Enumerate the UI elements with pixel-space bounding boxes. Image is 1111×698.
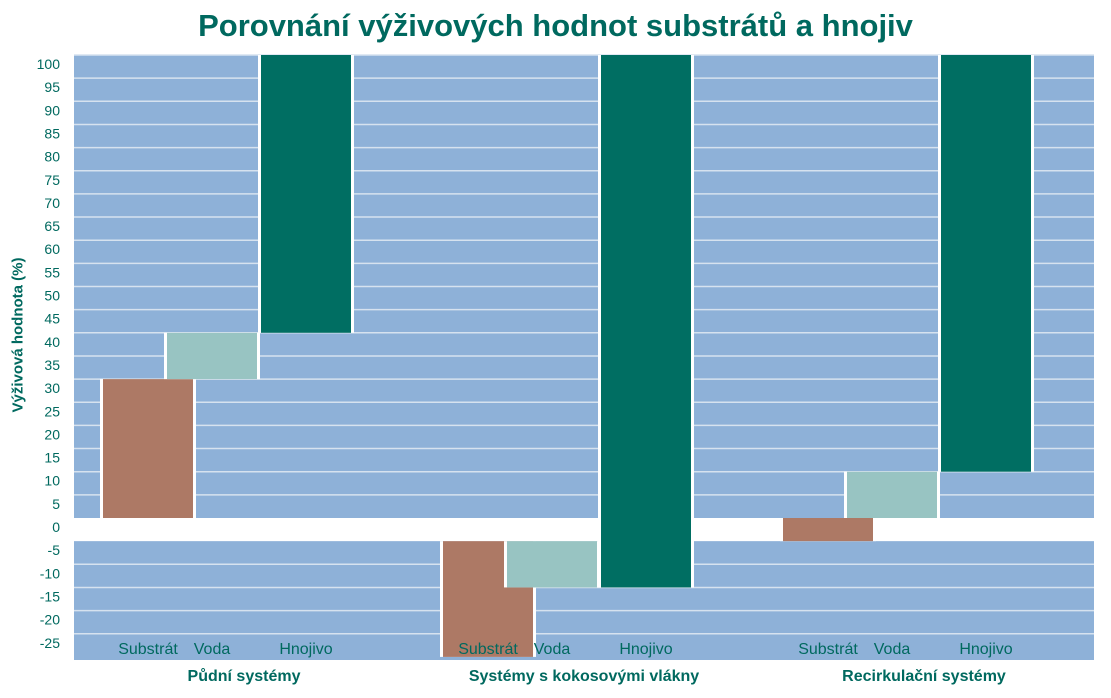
y-tick-label: 25 (44, 403, 60, 419)
bar-voda (847, 471, 937, 518)
y-tick-label: 100 (37, 56, 61, 72)
y-tick-label: -20 (40, 612, 60, 628)
y-tick-label: 60 (44, 241, 60, 257)
bar-voda (167, 332, 257, 380)
y-tick-label: 90 (44, 102, 60, 118)
category-label: Voda (534, 641, 571, 658)
category-label: Hnojivo (619, 641, 672, 658)
y-tick-label: 55 (44, 264, 60, 280)
y-tick-label: 50 (44, 288, 60, 304)
y-tick-label: 30 (44, 380, 60, 396)
group-label: Recirkulační systémy (842, 668, 1006, 685)
y-tick-label: 10 (44, 473, 60, 489)
y-tick-label: 75 (44, 172, 60, 188)
bar-hnojivo (941, 55, 1031, 472)
category-label: Substrát (458, 641, 518, 658)
bar-hnojivo (601, 55, 691, 588)
y-tick-label: 35 (44, 357, 60, 373)
y-tick-label: 5 (52, 496, 60, 512)
y-tick-label: -15 (40, 588, 60, 604)
y-tick-label: 40 (44, 334, 60, 350)
group-label: Půdní systémy (188, 668, 301, 685)
bar-substrát (783, 518, 873, 542)
category-label: Substrát (118, 641, 178, 658)
group-label: Systémy s kokosovými vlákny (469, 668, 699, 685)
category-label: Hnojivo (959, 641, 1012, 658)
bar-voda (507, 541, 597, 588)
chart-title: Porovnání výživových hodnot substrátů a … (198, 8, 913, 43)
category-label: Substrát (798, 641, 858, 658)
bar-hnojivo (261, 55, 351, 333)
y-tick-label: 70 (44, 195, 60, 211)
category-label: Hnojivo (279, 641, 332, 658)
y-tick-label: 85 (44, 125, 60, 141)
y-tick-label: 15 (44, 450, 60, 466)
y-tick-label: 95 (44, 79, 60, 95)
bar-substrát (103, 379, 193, 518)
y-tick-label: -10 (40, 565, 60, 581)
y-tick-label: 65 (44, 218, 60, 234)
y-tick-label: -25 (40, 635, 60, 651)
y-tick-label: -5 (48, 542, 61, 558)
y-tick-label: 0 (52, 519, 60, 535)
y-tick-label: 80 (44, 149, 60, 165)
y-tick-label: 45 (44, 311, 60, 327)
category-label: Voda (194, 641, 231, 658)
y-tick-label: 20 (44, 426, 60, 442)
category-label: Voda (874, 641, 911, 658)
